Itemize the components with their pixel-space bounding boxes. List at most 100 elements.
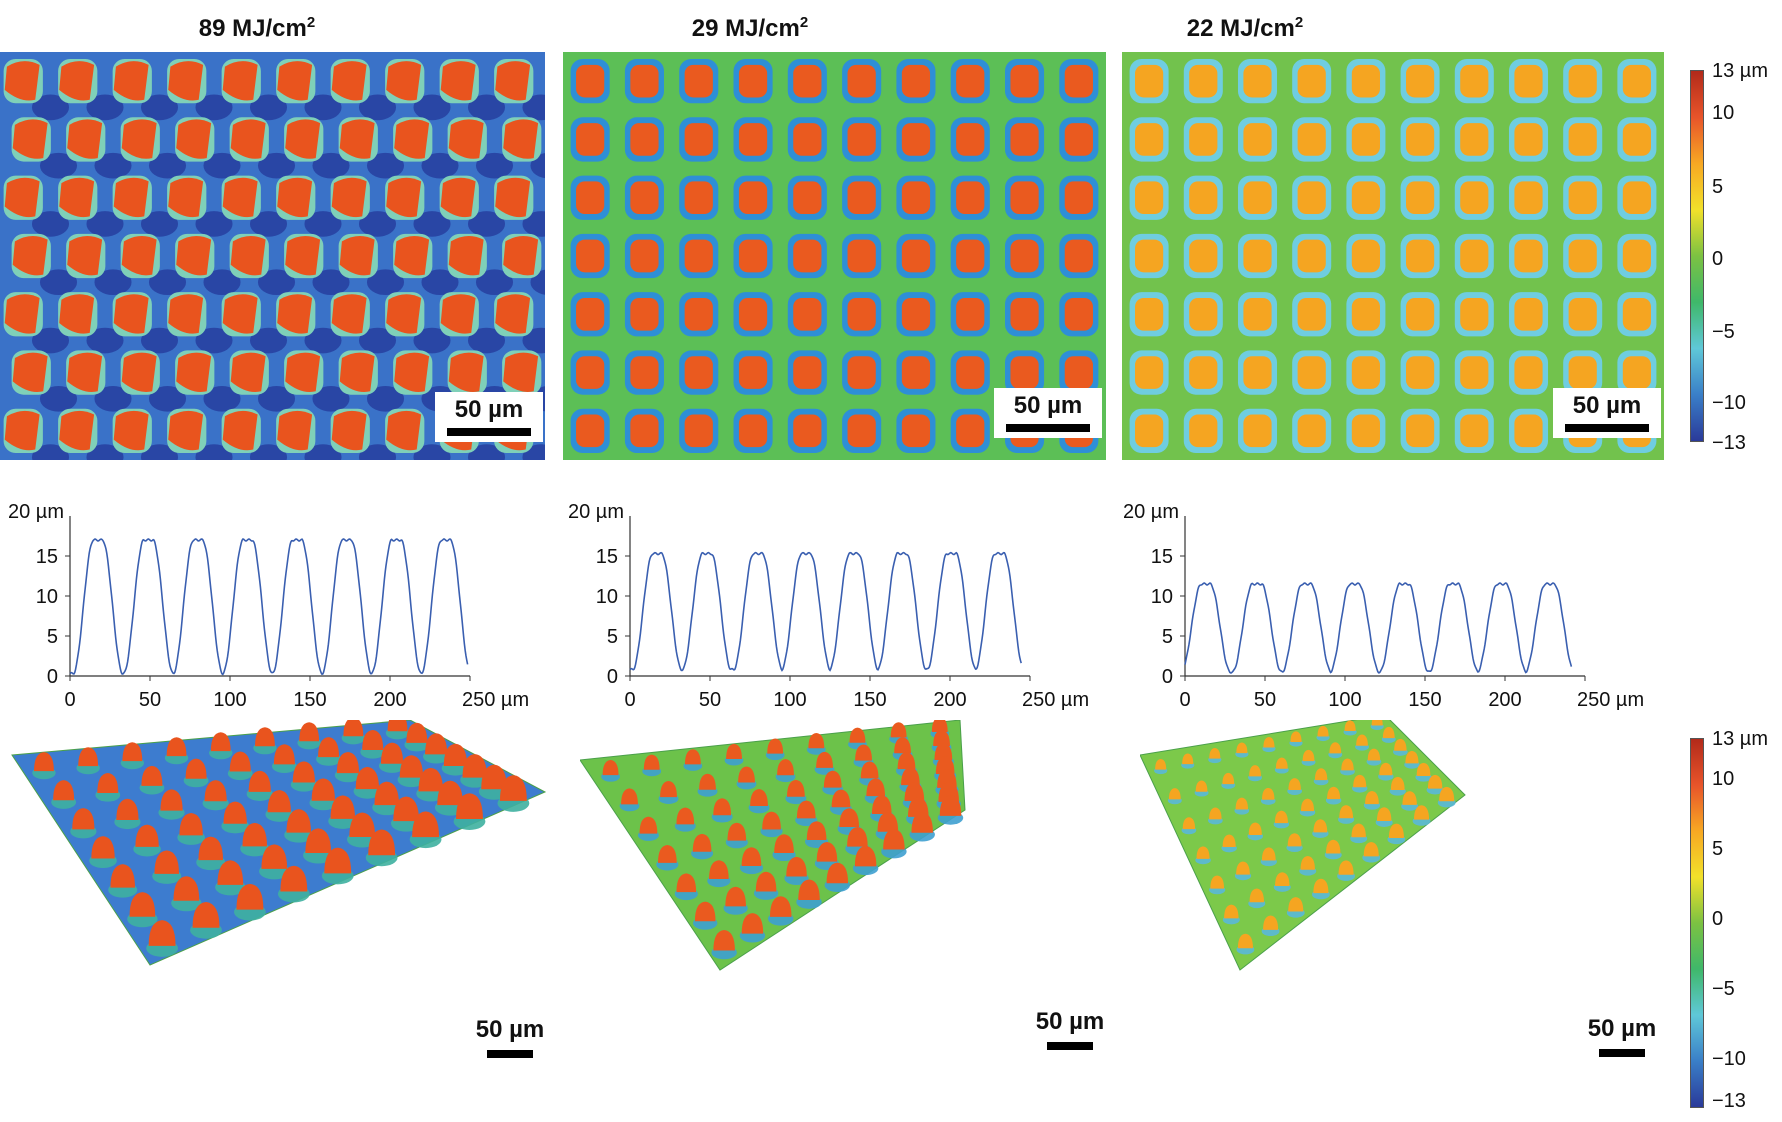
- heatmap-89-peak: [448, 352, 484, 392]
- x-tick-label: 100: [1328, 689, 1361, 711]
- heatmap-89-peak: [113, 294, 149, 334]
- surface-22-bump: [1249, 888, 1264, 903]
- heatmap-22-peak: [1460, 239, 1489, 273]
- heatmap-22-peak: [1189, 123, 1218, 156]
- heatmap-29-peak: [630, 239, 659, 273]
- surface-29-bump: [796, 800, 816, 819]
- colorbar-label-0: 0: [1712, 248, 1724, 270]
- surface-29-bump: [904, 782, 925, 801]
- heatmap-22-peak: [1406, 181, 1435, 215]
- heatmap-89-peak: [440, 61, 476, 101]
- surface-89-bump: [210, 732, 231, 752]
- surface-22-bump: [1300, 855, 1315, 870]
- heatmap-89-peak: [331, 410, 367, 451]
- heatmap-89-valley: [304, 94, 342, 121]
- surface-29-bump: [692, 833, 712, 852]
- surface-29-bump: [798, 879, 820, 901]
- heatmap-89-valley: [467, 211, 506, 237]
- surface-22-bump: [1414, 805, 1430, 820]
- heatmap-29-peak: [956, 356, 985, 389]
- profile-chart-22: 0 5 10 15 20 µm 0 50 100 150 200 250 µm: [1123, 501, 1644, 711]
- colorbar-gradient-bottom: [1690, 738, 1704, 1108]
- heatmap-89-valley: [148, 269, 187, 296]
- surface-29-bump: [762, 811, 781, 830]
- heatmap-22-peak: [1135, 356, 1164, 389]
- surface-22-bump: [1388, 823, 1404, 838]
- heatmap-29-peak: [847, 64, 876, 98]
- surface-29-bump: [808, 733, 825, 749]
- heatmap-29-peak: [793, 414, 822, 448]
- heatmap-89-valley: [203, 269, 241, 296]
- surface-29-bump: [831, 789, 851, 808]
- x-axis-unit-label: 250 µm: [462, 689, 529, 711]
- heatmap-22-peak: [1189, 414, 1218, 448]
- surface-22-bump: [1236, 742, 1248, 754]
- heatmap-89-valley: [304, 211, 342, 237]
- surface-29-bump: [890, 722, 907, 738]
- heatmap-29-peak: [1064, 64, 1093, 98]
- surface-22-bump: [1371, 720, 1383, 726]
- surface-22-bump: [1224, 904, 1239, 919]
- heatmap-22-peak: [1135, 239, 1164, 273]
- heatmap-22-peak: [1297, 181, 1326, 215]
- x-tick-label: 100: [213, 689, 246, 711]
- heatmap-22-peak: [1460, 356, 1489, 389]
- y-tick-label: 10: [1151, 586, 1173, 608]
- heatmap-89-valley: [421, 152, 459, 179]
- heatmap-29-peak: [576, 123, 605, 156]
- surface-29-bump: [871, 795, 892, 814]
- heatmap-89-peak: [4, 177, 40, 218]
- surface-29-bump: [725, 886, 746, 907]
- surface-22-bump: [1209, 807, 1222, 820]
- heatmap-89-valley: [39, 385, 78, 412]
- heatmap-89-peak: [12, 352, 48, 392]
- surface-29-bump: [907, 797, 929, 817]
- heatmap-89-peak: [222, 177, 258, 218]
- surface-89-bump: [185, 758, 207, 779]
- heatmap-22-peak: [1622, 239, 1651, 273]
- y-tick-label: 0: [47, 666, 58, 688]
- surface-89-bump: [456, 793, 483, 819]
- heatmap-89-peak: [386, 177, 422, 218]
- heatmap-29-peak: [847, 181, 876, 215]
- surface-89-bump: [380, 742, 404, 764]
- heatmap-22-peak: [1622, 356, 1651, 389]
- surface-89-bump: [406, 722, 428, 743]
- surface-29-bump: [883, 828, 905, 850]
- profile-chart-89: 0 5 10 15 20 µm 0 50 100 150 200 250 µm: [8, 501, 529, 711]
- heatmap-29-peak: [956, 123, 985, 156]
- heatmap-22-peak: [1460, 64, 1489, 98]
- surface-22-bump: [1313, 819, 1328, 833]
- surface-3d-89: [11, 720, 547, 966]
- surface-22-bump: [1209, 747, 1221, 759]
- heatmap-89-valley: [366, 152, 405, 179]
- heatmap-22-peak: [1351, 64, 1380, 98]
- heatmap-29-peak: [1064, 297, 1093, 331]
- y-tick-label: 15: [36, 546, 58, 568]
- surface-89-bump: [437, 780, 463, 806]
- heatmap-89-peak: [394, 235, 430, 276]
- heatmap-22-peak: [1514, 356, 1543, 389]
- x-tick-label: 50: [1254, 689, 1276, 711]
- surface-29-bump: [694, 901, 716, 922]
- heatmap-89-peak: [331, 294, 367, 334]
- surface-29-bump: [860, 761, 879, 779]
- colorbar-label-5: 5: [1712, 176, 1724, 198]
- heatmap-89-valley: [39, 152, 78, 179]
- heatmap-29-peak: [1010, 64, 1039, 98]
- heatmap-89-peak: [503, 352, 539, 392]
- heatmap-29-peak: [630, 356, 659, 389]
- heatmap-89-valley: [257, 269, 296, 296]
- heatmap-22-peak: [1135, 414, 1164, 448]
- panel-title-89: 89 MJ/cm2: [198, 14, 316, 42]
- surface-29-bump: [826, 862, 849, 884]
- heatmap-22-peak: [1189, 297, 1218, 331]
- heatmap-22-peak: [1460, 414, 1489, 448]
- surface-29-bump: [787, 779, 805, 797]
- surface-89-bump: [223, 801, 247, 824]
- surface-29-bump: [767, 738, 784, 754]
- heatmap-22-peak: [1297, 64, 1326, 98]
- surface-89-bump: [273, 744, 295, 765]
- heatmap-89-peak: [277, 410, 313, 451]
- surface-29-bump: [602, 760, 619, 776]
